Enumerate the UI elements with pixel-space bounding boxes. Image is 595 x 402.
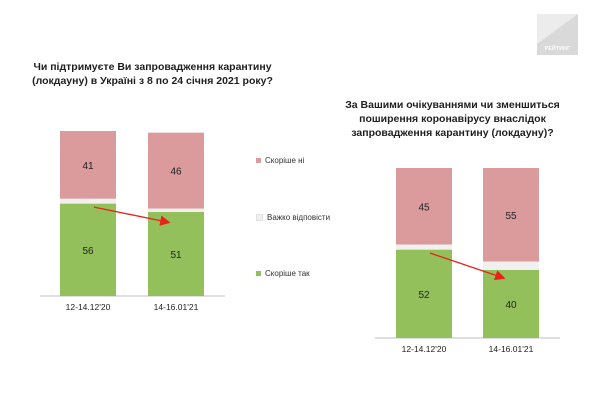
chart-1-category-label-2: 14-16.01'21 <box>154 302 199 312</box>
chart-1-bar-2-segment-1 <box>148 211 204 296</box>
legend-label-hard: Важко відповісти <box>267 213 331 222</box>
chart-1-bar-2-value-1: 51 <box>170 250 182 261</box>
chart-2-bar-2-segment-2 <box>483 261 539 270</box>
chart-2-bar-1-segment-1 <box>396 249 452 338</box>
chart-2-bar-2-value-3: 55 <box>505 211 517 222</box>
legend-swatch-hard <box>256 214 263 221</box>
chart-1-title-line: (локдауну) в Україні з 8 по 24 січня 202… <box>32 75 273 87</box>
chart-1-bar-1-value-3: 41 <box>82 161 94 172</box>
chart-1-bar-2-segment-3 <box>148 132 204 209</box>
chart-1-bar-2-segment-2 <box>148 208 204 212</box>
chart-1-category-label-1: 12-14.12'20 <box>66 302 111 312</box>
logo-mark-icon <box>537 14 578 44</box>
rating-logo: РЕЙТИНГ <box>537 14 578 55</box>
chart-2-trend-arrow <box>429 252 506 281</box>
chart-1-trend-arrow <box>93 206 171 226</box>
chart-1-bar-2-value-3: 46 <box>170 167 182 178</box>
legend-label-yes: Скоріше так <box>265 269 310 278</box>
chart-2-bar-2-segment-1 <box>483 270 539 338</box>
legend-swatch-yes <box>256 271 261 276</box>
logo-text: РЕЙТИНГ <box>544 46 571 52</box>
chart-2-bar-1-segment-2 <box>396 244 452 250</box>
legend-swatch-no <box>256 158 261 163</box>
legend-item-hard: Важко відповісти <box>256 213 330 222</box>
chart-2-bar-2-value-1: 40 <box>505 300 517 311</box>
chart-1-bar-1-segment-1 <box>60 203 116 296</box>
chart-2-bar-2-segment-3 <box>483 168 539 262</box>
legend-item-yes: Скоріше так <box>256 269 310 278</box>
chart-2-category-label-1: 12-14.12'20 <box>402 344 447 354</box>
legend-label-no: Скоріше ні <box>265 156 305 165</box>
chart-2-title-line: поширення коронавірусу внаслідок <box>359 113 546 125</box>
chart-2-bar-1-segment-3 <box>396 168 452 245</box>
chart-2-bar-1-value-1: 52 <box>418 290 430 301</box>
chart-2-bar-1-value-3: 45 <box>418 202 430 213</box>
chart-2-title-line: запровадження карантину (локдауну)? <box>351 127 554 139</box>
chart-1-bar-1-value-1: 56 <box>82 246 94 257</box>
chart-1-title: Чи підтримуєте Ви запровадження карантин… <box>20 60 285 88</box>
chart-1-bar-1-segment-2 <box>60 198 116 204</box>
chart-2-title: За Вашими очікуваннями чи зменшиться поши… <box>330 98 575 140</box>
chart-2-title-line: За Вашими очікуваннями чи зменшиться <box>345 99 560 111</box>
chart-2-category-label-2: 14-16.01'21 <box>489 344 534 354</box>
legend-item-no: Скоріше ні <box>256 156 304 165</box>
chart-1-title-line: Чи підтримуєте Ви запровадження карантин… <box>33 61 272 73</box>
chart-1-bar-1-segment-3 <box>60 131 116 199</box>
